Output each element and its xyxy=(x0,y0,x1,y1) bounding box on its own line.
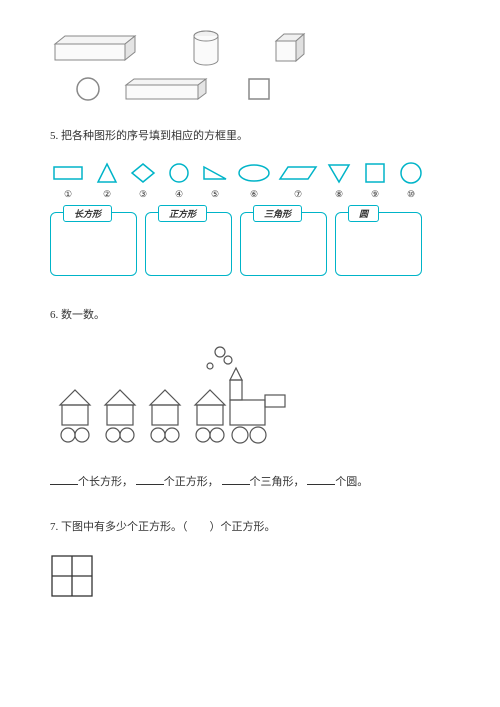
top-shapes-row-1 xyxy=(50,30,450,66)
q5-num-1: ① xyxy=(50,189,86,200)
q5-rectangle-icon xyxy=(50,163,86,183)
q5-number-row: ① ② ③ ④ ⑤ ⑥ ⑦ ⑧ ⑨ ⑩ xyxy=(50,189,450,200)
q5-category-boxes: 长方形 正方形 三角形 圆 xyxy=(50,212,450,276)
q6-blank-rect[interactable] xyxy=(50,474,78,485)
q5-shape-row xyxy=(50,161,450,185)
q5-box-circle[interactable]: 圆 xyxy=(335,212,422,276)
q6-blank-tri[interactable] xyxy=(222,474,250,485)
q5-box-square[interactable]: 正方形 xyxy=(145,212,232,276)
q6-figure xyxy=(50,340,450,453)
q5-tab-circle: 圆 xyxy=(348,205,379,222)
q5-triangle-down-icon xyxy=(324,161,354,185)
q5-triangle-iso-icon xyxy=(92,161,122,185)
q5-num-5: ⑤ xyxy=(200,189,230,200)
q6-blank-sq[interactable] xyxy=(136,474,164,485)
q5-prompt: 5. 把各种图形的序号填到相应的方框里。 xyxy=(50,127,450,143)
q6-label-circ: 个圆。 xyxy=(335,476,368,488)
q5-ellipse-icon xyxy=(236,163,272,183)
q5-diamond-icon xyxy=(128,161,158,185)
q5-num-9: ⑨ xyxy=(360,189,390,200)
q5-num-7: ⑦ xyxy=(278,189,318,200)
top-shapes-row-2 xyxy=(50,76,450,102)
q6-label-rect: 个长方形， xyxy=(78,476,133,488)
q7-figure xyxy=(50,554,450,601)
cuboid-icon xyxy=(50,32,140,64)
q5-num-10: ⑩ xyxy=(396,189,426,200)
square-outline-icon xyxy=(246,76,272,102)
q7-prompt: 7. 下图中有多少个正方形。（ ）个正方形。 xyxy=(50,518,450,534)
q6-blank-circ[interactable] xyxy=(307,474,335,485)
q5-num-3: ③ xyxy=(128,189,158,200)
q5-tab-triangle: 三角形 xyxy=(253,205,302,222)
q5-num-8: ⑧ xyxy=(324,189,354,200)
q5-box-triangle[interactable]: 三角形 xyxy=(240,212,327,276)
circle-outline-icon xyxy=(75,76,101,102)
q5-circle-icon xyxy=(164,161,194,185)
q5-tab-square: 正方形 xyxy=(158,205,207,222)
q5-tab-rect: 长方形 xyxy=(63,205,112,222)
q7-grid-icon xyxy=(50,554,94,598)
cube-icon xyxy=(272,31,308,65)
q5-num-2: ② xyxy=(92,189,122,200)
q5-num-6: ⑥ xyxy=(236,189,272,200)
q6-prompt: 6. 数一数。 xyxy=(50,306,450,322)
q6-fill-blanks: 个长方形， 个正方形， 个三角形， 个圆。 xyxy=(50,471,450,493)
q6-label-sq: 个正方形， xyxy=(164,476,219,488)
q5-num-4: ④ xyxy=(164,189,194,200)
cuboid-small-icon xyxy=(121,76,211,102)
q6-label-tri: 个三角形， xyxy=(250,476,305,488)
q5-box-rect[interactable]: 长方形 xyxy=(50,212,137,276)
cylinder-icon xyxy=(190,30,222,66)
q5-square-icon xyxy=(360,161,390,185)
q5-parallelogram-icon xyxy=(278,164,318,182)
q5-circle2-icon xyxy=(396,161,426,185)
worksheet-page: 5. 把各种图形的序号填到相应的方框里。 ① ② ③ ④ ⑤ ⑥ ⑦ ⑧ ⑨ ⑩… xyxy=(0,0,500,707)
q5-triangle-right-icon xyxy=(200,163,230,183)
